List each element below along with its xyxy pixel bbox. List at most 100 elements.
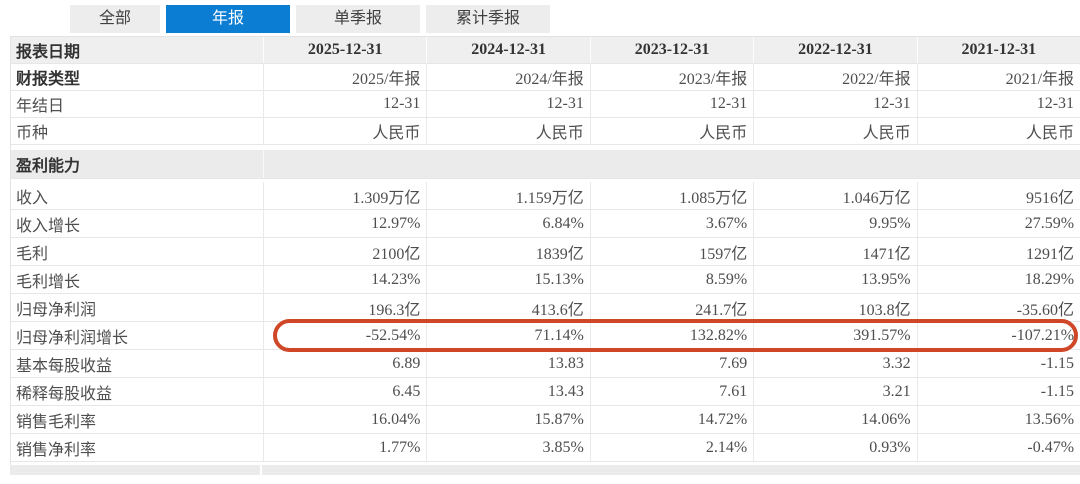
cell-value: 241.7亿 [589, 294, 753, 321]
table-row: 收入 1.309万亿 1.159万亿 1.085万亿 1.046万亿 9516亿 [11, 182, 1080, 210]
cell-value: 12-31 [753, 91, 916, 117]
cell-value: -1.15 [916, 350, 1080, 377]
data-rows: 收入 1.309万亿 1.159万亿 1.085万亿 1.046万亿 9516亿收入增长 1… [11, 182, 1080, 462]
cell-value: 6.45 [263, 378, 426, 405]
next-section-strip-rest [262, 465, 1080, 475]
cell-value: 人民币 [753, 118, 916, 144]
cell-value: 2.14% [589, 434, 753, 461]
row-label: 稀释每股收益 [16, 385, 113, 403]
cell-value: 18.29% [916, 266, 1080, 293]
cell-value: -1.15 [916, 378, 1080, 405]
cell-value: 8.59% [589, 266, 753, 293]
cell-value: 3.32 [753, 350, 916, 377]
cell-value: 2023/年报 [589, 64, 753, 90]
table-header-row: 报表日期 2025-12-31 2024-12-31 2023-12-31 2022-… [11, 37, 1080, 64]
cell-value: 14.72% [589, 406, 753, 433]
section-header-profitability: 盈利能力 [11, 150, 1080, 179]
cell-value: 71.14% [426, 322, 589, 349]
column-header-label: 报表日期 [16, 44, 81, 61]
table-row: 销售毛利率 16.04% 15.87% 14.72% 14.06% 13.56% [11, 406, 1080, 434]
info-rows: 财报类型 2025/年报 2024/年报 2023/年报 2022/年报 2021/年报年… [11, 64, 1080, 145]
cell-value: 6.84% [426, 210, 589, 237]
cell-value: 人民币 [426, 118, 589, 144]
cell-value: 1471亿 [753, 238, 916, 265]
cell-value: 1.085万亿 [589, 182, 753, 209]
tab-annual[interactable]: 年报 [166, 5, 290, 33]
row-label: 销售净利率 [16, 441, 97, 459]
tab-single-quarter[interactable]: 单季报 [296, 5, 420, 33]
cell-value: 人民币 [916, 118, 1080, 144]
cell-value: 413.6亿 [426, 294, 589, 321]
cell-value: 9516亿 [916, 182, 1080, 209]
cell-value: 1.77% [263, 434, 426, 461]
cell-value: 12-31 [263, 91, 426, 117]
section-filler [263, 150, 1080, 178]
row-label: 归母净利润增长 [16, 329, 129, 347]
next-section-strip-label-area [10, 465, 262, 475]
table-row: 毛利 2100亿 1839亿 1597亿 1471亿 1291亿 [11, 238, 1080, 266]
cell-value: 6.89 [263, 350, 426, 377]
table-row: 收入增长 12.97% 6.84% 3.67% 9.95% 27.59% [11, 210, 1080, 238]
cell-value: 12-31 [916, 91, 1080, 117]
row-label: 财报类型 [16, 71, 81, 88]
table-row: 币种 人民币 人民币 人民币 人民币 人民币 [11, 118, 1080, 145]
row-label: 销售毛利率 [16, 413, 97, 431]
table-row: 年结日 12-31 12-31 12-31 12-31 12-31 [11, 91, 1080, 118]
cell-value: 2024/年报 [426, 64, 589, 90]
next-section-strip [10, 465, 1080, 475]
row-label: 基本每股收益 [16, 357, 113, 375]
cell-value: 13.83 [426, 350, 589, 377]
cell-value: 13.43 [426, 378, 589, 405]
column-header-date: 2021-12-31 [916, 37, 1080, 63]
cell-value: -52.54% [263, 322, 426, 349]
cell-value: 1.046万亿 [753, 182, 916, 209]
cell-value: 13.56% [916, 406, 1080, 433]
cell-value: 15.87% [426, 406, 589, 433]
cell-value: 27.59% [916, 210, 1080, 237]
cell-value: 1839亿 [426, 238, 589, 265]
cell-value: 14.06% [753, 406, 916, 433]
cell-value: 1.159万亿 [426, 182, 589, 209]
cell-value: 3.85% [426, 434, 589, 461]
row-label: 币种 [16, 125, 49, 142]
cell-value: 12-31 [589, 91, 753, 117]
column-header-date: 2025-12-31 [263, 37, 426, 63]
table-row: 基本每股收益 6.89 13.83 7.69 3.32 -1.15 [11, 350, 1080, 378]
cell-value: 103.8亿 [753, 294, 916, 321]
cell-value: -35.60亿 [916, 294, 1080, 321]
tab-all[interactable]: 全部 [70, 5, 160, 33]
cell-value: 16.04% [263, 406, 426, 433]
cell-value: 2100亿 [263, 238, 426, 265]
report-period-tabs: 全部 年报 单季报 累计季报 [70, 5, 1080, 33]
table-row: 稀释每股收益 6.45 13.43 7.61 3.21 -1.15 [11, 378, 1080, 406]
cell-value: 1291亿 [916, 238, 1080, 265]
row-label: 毛利 [16, 245, 49, 263]
row-label: 年结日 [16, 98, 65, 115]
table-row: 归母净利润增长 -52.54% 71.14% 132.82% 391.57% -107.2… [11, 319, 1080, 352]
cell-value: 人民币 [589, 118, 753, 144]
column-header-date: 2022-12-31 [753, 37, 916, 63]
cell-value: 3.67% [589, 210, 753, 237]
cell-value: 7.61 [589, 378, 753, 405]
cell-value: 9.95% [753, 210, 916, 237]
cell-value: 15.13% [426, 266, 589, 293]
table-row: 毛利增长 14.23% 15.13% 8.59% 13.95% 18.29% [11, 266, 1080, 294]
row-label: 归母净利润 [16, 301, 97, 319]
row-label: 收入增长 [16, 217, 81, 235]
table-row: 归母净利润 196.3亿 413.6亿 241.7亿 103.8亿 -35.60亿 [11, 294, 1080, 322]
cell-value: 1597亿 [589, 238, 753, 265]
tab-cumulative-quarter[interactable]: 累计季报 [426, 5, 550, 33]
cell-value: 12.97% [263, 210, 426, 237]
cell-value: 12-31 [426, 91, 589, 117]
cell-value: 0.93% [753, 434, 916, 461]
cell-value: 2025/年报 [263, 64, 426, 90]
financial-table: 报表日期 2025-12-31 2024-12-31 2023-12-31 2022-… [10, 36, 1080, 465]
table-row: 销售净利率 1.77% 3.85% 2.14% 0.93% -0.47% [11, 434, 1080, 462]
cell-value: 3.21 [753, 378, 916, 405]
cell-value: 2021/年报 [916, 64, 1080, 90]
cell-value: 14.23% [263, 266, 426, 293]
cell-value: -0.47% [916, 434, 1080, 461]
row-label: 收入 [16, 189, 49, 207]
cell-value: 13.95% [753, 266, 916, 293]
